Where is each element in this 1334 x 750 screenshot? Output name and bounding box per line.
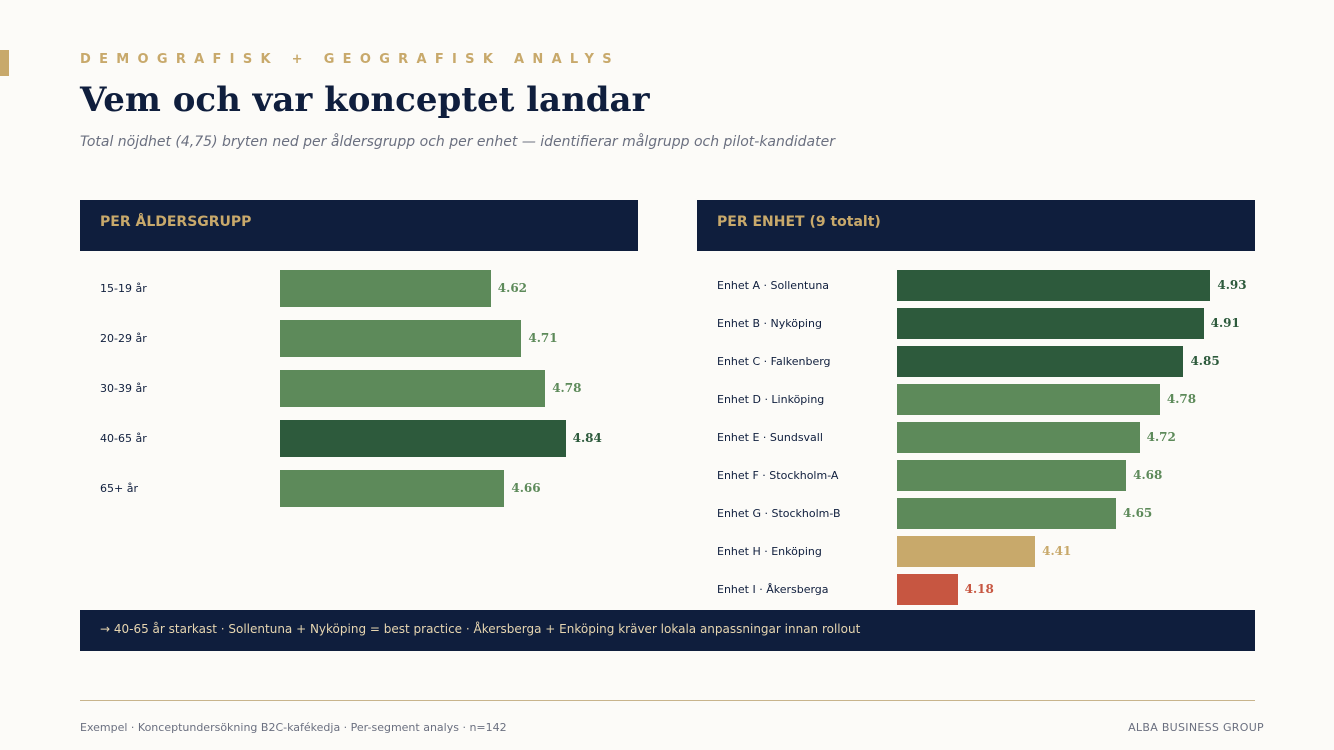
bar-value-label: 4.84 (572, 430, 602, 445)
category-label: Enhet A · Sollentuna (717, 278, 830, 292)
bar-value-label: 4.18 (964, 581, 994, 596)
footer-brand: ALBA BUSINESS GROUP (1128, 721, 1264, 734)
bar-value-label: 4.66 (511, 480, 541, 495)
bar (897, 460, 1127, 491)
footer-divider (80, 700, 1255, 701)
bar (897, 346, 1184, 377)
bar (280, 470, 505, 507)
bar (280, 320, 522, 357)
bar (280, 420, 566, 457)
category-label: 20-29 år (100, 331, 147, 345)
footer-source: Exempel · Konceptundersökning B2C-kaféke… (80, 721, 507, 734)
unit-panel-header: PER ENHET (9 totalt) (697, 200, 1255, 251)
age-panel-header: PER ÅLDERSGRUPP (80, 200, 638, 251)
bar-value-label: 4.72 (1146, 429, 1176, 444)
category-label: 65+ år (100, 481, 138, 495)
bar-value-label: 4.65 (1123, 505, 1153, 520)
category-label: Enhet B · Nyköping (717, 316, 822, 330)
category-label: 15-19 år (100, 281, 147, 295)
category-label: Enhet F · Stockholm-A (717, 468, 839, 482)
insight-banner: → 40-65 år starkast · Sollentuna + Nyköp… (80, 610, 1255, 651)
page-title: Vem och var konceptet landar (80, 80, 650, 120)
bar-value-label: 4.78 (552, 380, 582, 395)
bar (897, 384, 1160, 415)
page-subtitle: Total nöjdhet (4,75) bryten ned per ålde… (80, 134, 835, 150)
category-label: Enhet C · Falkenberg (717, 354, 831, 368)
category-label: 30-39 år (100, 381, 147, 395)
bar-value-label: 4.91 (1210, 315, 1240, 330)
bar (280, 370, 546, 407)
bar (897, 574, 958, 605)
bar-value-label: 4.78 (1166, 391, 1197, 406)
category-label: Enhet E · Sundsvall (717, 430, 823, 444)
bar (897, 308, 1204, 339)
accent-mark (0, 50, 9, 76)
bar (897, 498, 1117, 529)
category-label: Enhet D · Linköping (717, 392, 825, 406)
bar (897, 270, 1211, 301)
bar-value-label: 4.68 (1133, 467, 1163, 482)
bar-value-label: 4.85 (1190, 353, 1220, 368)
bar (897, 422, 1140, 453)
bar-value-label: 4.71 (528, 330, 558, 345)
bar (897, 536, 1036, 567)
category-label: Enhet I · Åkersberga (717, 582, 829, 596)
category-label: 40-65 år (100, 431, 147, 445)
category-label: Enhet G · Stockholm-B (717, 506, 841, 520)
bar-value-label: 4.93 (1217, 277, 1247, 292)
bar-value-label: 4.62 (497, 280, 528, 295)
bar-value-label: 4.41 (1042, 543, 1072, 558)
category-label: Enhet H · Enköping (717, 544, 822, 558)
section-eyebrow: DEMOGRAFISK + GEOGRAFISK ANALYS (80, 52, 620, 67)
bar (280, 270, 491, 307)
